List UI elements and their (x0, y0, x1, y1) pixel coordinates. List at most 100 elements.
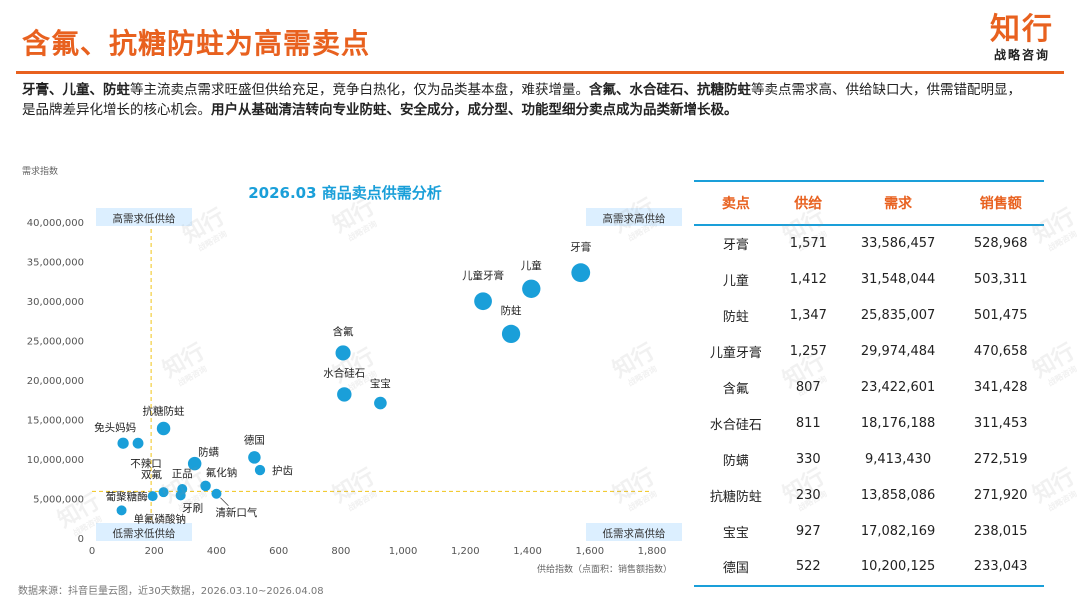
point-label: 儿童 (521, 259, 542, 272)
point-label: 葡聚糖酶 (106, 490, 148, 503)
scatter-point (175, 490, 186, 501)
quadrant-label: 低需求低供给 (113, 527, 176, 540)
table-cell: 水合硅石 (709, 417, 762, 433)
table-cell: 233,043 (957, 549, 1044, 587)
point-label: 免头妈妈 (94, 421, 136, 434)
table-cell: 311,453 (973, 415, 1028, 431)
y-tick-label: 20,000,000 (27, 376, 84, 387)
table-cell: 238,015 (973, 523, 1028, 539)
table-row: 防蛀 1,347 25,835,007 501,475 (694, 298, 1044, 334)
table-cell: 230 (795, 487, 821, 503)
table-cell: 33,586,457 (860, 236, 936, 252)
y-tick-label: 30,000,000 (27, 297, 84, 308)
point-label: 防螨 (198, 446, 219, 459)
summary-highlight-2: 含氟、水合硅石、抗糖防蛀 (589, 82, 751, 98)
y-tick-label: 5,000,000 (33, 495, 84, 506)
table-row: 含氟 807 23,422,601 341,428 (694, 370, 1044, 406)
quadrant-label-box (96, 523, 192, 541)
table-cell: 25,835,007 (860, 308, 936, 324)
scatter-point (501, 324, 521, 344)
watermark-sub-text: 战略咨询 (1046, 364, 1079, 388)
table-cell: 儿童 (722, 274, 749, 290)
x-tick-label: 1,600 (575, 546, 604, 557)
table-row: 牙膏 1,571 33,586,457 528,968 (694, 225, 1044, 262)
table-cell: 927 (795, 523, 821, 539)
quadrant-label-box (96, 208, 192, 226)
quadrant-label-box (586, 208, 682, 226)
point-label: 牙膏 (570, 241, 591, 254)
point-label: 不辣口 (130, 457, 162, 470)
table-cell: 17,082,169 (860, 523, 936, 539)
y-tick-label: 25,000,000 (27, 337, 84, 348)
scatter-point (132, 437, 144, 449)
y-tick-label: 40,000,000 (27, 218, 84, 229)
table-header-cell: 需求 (838, 180, 958, 226)
scatter-point (117, 437, 129, 449)
point-label: 清新口气 (215, 506, 257, 519)
table-cell: 807 (795, 380, 821, 395)
y-tick-label: 10,000,000 (27, 455, 84, 466)
scatter-point (335, 345, 351, 361)
brand-logo: 知行 战略咨询 (990, 14, 1054, 63)
table-row: 抗糖防蛀 230 13,858,086 271,920 (694, 477, 1044, 513)
point-label: 护齿 (272, 464, 293, 477)
quadrant-label: 高需求低供给 (113, 212, 176, 225)
logo-main-text: 知行 (990, 12, 1054, 47)
table-cell: 272,519 (973, 451, 1028, 467)
watermark-sub-text: 战略咨询 (1046, 229, 1079, 253)
y-tick-label: 35,000,000 (27, 258, 84, 269)
point-label: 防蛀 (501, 304, 522, 317)
table-cell: 528,968 (973, 236, 1028, 252)
table-cell: 10,200,125 (838, 549, 958, 587)
scatter-point (248, 451, 261, 464)
x-tick-label: 800 (331, 546, 350, 557)
point-label: 单氟磷酸钠 (134, 512, 187, 525)
table-cell: 470,658 (973, 344, 1028, 360)
x-axis-label: 供给指数（点面积：销售额指数） (537, 563, 672, 575)
table-cell: 含氟 (722, 382, 749, 397)
point-label: 德国 (244, 433, 265, 446)
table-cell: 抗糖防蛀 (709, 489, 762, 505)
table-cell: 13,858,086 (860, 487, 936, 503)
scatter-point (474, 292, 492, 311)
x-tick-label: 1,000 (389, 546, 418, 557)
summary-text-1: 等主流卖点需求旺盛但供给充足，竞争白热化，仅为品类基本盘，难获增量。 (130, 82, 589, 98)
table-row: 德国 522 10,200,125 233,043 (694, 549, 1044, 587)
scatter-point (156, 421, 171, 436)
table-cell: 522 (777, 549, 839, 587)
point-label: 宝宝 (370, 377, 391, 390)
table-cell: 德国 (694, 549, 778, 587)
x-tick-label: 1,800 (638, 546, 667, 557)
quadrant-label-box (586, 523, 682, 541)
scatter-point (116, 505, 127, 516)
table-cell: 811 (795, 415, 821, 431)
selling-point-table: 卖点 供给 需求 销售额 牙膏 1,571 33,586,457 528,968 儿童 1,41… (694, 180, 1044, 587)
table-cell: 防蛀 (722, 310, 749, 326)
scatter-point (374, 396, 387, 410)
table-cell: 501,475 (973, 308, 1028, 324)
point-label: 含氟 (333, 325, 354, 338)
table-cell: 1,257 (789, 344, 827, 360)
scatter-point (254, 464, 266, 476)
scatter-point (158, 487, 169, 498)
table-cell: 1,347 (789, 308, 827, 324)
x-tick-label: 1,200 (451, 546, 480, 557)
table-cell: 330 (795, 451, 821, 467)
summary-highlight-1: 牙膏、儿童、防蛀 (22, 82, 130, 98)
logo-sub-text: 战略咨询 (993, 48, 1050, 62)
scatter-point (187, 456, 202, 471)
quadrant-label: 高需求高供给 (603, 212, 666, 225)
table-row: 防螨 330 9,413,430 272,519 (694, 441, 1044, 477)
table-row: 儿童 1,412 31,548,044 503,311 (694, 262, 1044, 298)
summary-text-2: 等卖点需求高、供给缺口大，供需错配明显，是品牌差异化增长的核心机会。 (22, 82, 1021, 118)
summary-text: 牙膏、儿童、防蛀等主流卖点需求旺盛但供给充足，竞争白热化，仅为品类基本盘，难获增… (22, 80, 1022, 120)
x-tick-label: 200 (145, 546, 164, 557)
point-label: 牙刷 (182, 501, 203, 514)
table-cell: 1,412 (789, 272, 827, 288)
chart-title: 2026.03 商品卖点供需分析 (248, 184, 442, 202)
point-label: 儿童牙膏 (462, 269, 504, 282)
x-tick-label: 400 (207, 546, 226, 557)
y-axis-label: 需求指数 (22, 165, 58, 177)
scatter-point (200, 480, 211, 492)
y-tick-label: 15,000,000 (27, 416, 84, 427)
